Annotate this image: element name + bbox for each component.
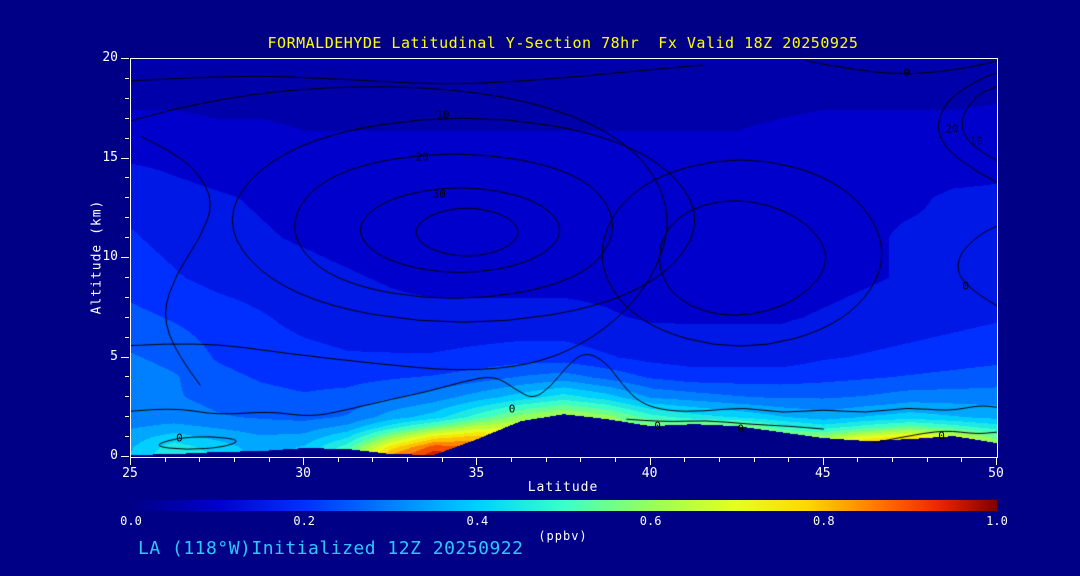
y-tick [121, 456, 129, 457]
y-minor-tick [125, 376, 129, 378]
y-minor-tick [125, 77, 129, 79]
contour-label: 10 [969, 134, 983, 148]
y-tick-label: 20 [102, 50, 118, 65]
x-tick-label: 40 [641, 466, 658, 481]
x-minor-tick [753, 458, 755, 462]
x-minor-tick [372, 458, 374, 462]
colorbar-tick-label: 1.0 [986, 514, 1008, 528]
y-tick [121, 356, 129, 358]
colorbar-tick-label: 0.2 [293, 514, 316, 528]
x-minor-tick [441, 458, 443, 462]
y-minor-tick [125, 197, 129, 199]
x-minor-tick [926, 458, 928, 462]
y-minor-tick [125, 137, 129, 139]
y-tick [121, 257, 129, 258]
x-minor-tick [337, 458, 339, 462]
y-tick-label: 15 [102, 149, 118, 165]
y-tick-label: 0 [110, 448, 118, 463]
x-tick [130, 458, 131, 465]
colorbar-tick-label: 0.4 [466, 514, 489, 528]
plot-area: 10 20 30 -0 20 10 0 0 0 0 0 0 [130, 58, 998, 458]
contour-label: 0 [938, 429, 945, 443]
contour-label: 0 [508, 402, 516, 416]
x-minor-tick [233, 458, 235, 462]
x-tick-label: 35 [468, 466, 485, 481]
y-minor-tick [125, 396, 129, 398]
x-minor-tick [545, 458, 547, 462]
colorbar-label: (ppbv) [538, 529, 588, 543]
y-minor-tick [125, 316, 129, 318]
y-tick-label: 5 [110, 348, 118, 364]
y-tick [121, 157, 129, 159]
x-tick [649, 458, 651, 465]
y-minor-tick [125, 336, 129, 338]
y-minor-tick [125, 276, 129, 278]
colorbar-tick-label: 0.0 [120, 514, 142, 528]
contour-label: 0 [176, 431, 183, 445]
x-minor-tick [892, 458, 894, 462]
y-minor-tick [125, 217, 129, 219]
x-tick [303, 458, 305, 465]
contour-label: 20 [945, 122, 959, 136]
x-tick [822, 458, 824, 465]
contour-label: 10 [436, 108, 450, 122]
x-tick-label: 30 [295, 466, 312, 481]
y-minor-tick [125, 117, 129, 119]
y-minor-tick [125, 296, 129, 298]
colorbar-tick-label: 0.8 [812, 514, 835, 528]
contour-label: -0 [896, 66, 911, 80]
x-tick-label: 50 [988, 466, 1004, 481]
run-info-text: LA (118°W)Initialized 12Z 20250922 [138, 538, 524, 559]
x-minor-tick [580, 458, 582, 462]
contour-label: 20 [415, 150, 429, 163]
x-tick-label: 45 [814, 466, 831, 481]
contour-label: 0 [737, 422, 744, 436]
contour-label: 0 [654, 419, 661, 433]
x-minor-tick [788, 458, 790, 462]
x-minor-tick [614, 458, 616, 462]
x-minor-tick [268, 458, 270, 462]
y-tick-label: 10 [102, 249, 118, 264]
y-tick [121, 58, 129, 59]
x-tick [476, 458, 478, 465]
y-minor-tick [125, 177, 129, 179]
x-axis-label: Latitude [527, 480, 599, 495]
colorbar [131, 500, 997, 511]
contour-label: 30 [432, 187, 446, 201]
x-minor-tick [164, 458, 166, 462]
y-minor-tick [125, 436, 129, 438]
x-tick-label: 25 [122, 466, 138, 481]
x-minor-tick [199, 458, 201, 462]
y-minor-tick [125, 97, 129, 99]
chart-title: FORMALDEHYDE Latitudinal Y-Section 78hr … [267, 34, 859, 52]
x-minor-tick [961, 458, 963, 462]
x-minor-tick [684, 458, 686, 462]
x-tick [996, 458, 997, 465]
contour-label: 0 [962, 279, 970, 293]
x-minor-tick [718, 458, 720, 462]
x-minor-tick [857, 458, 859, 462]
heatmap-canvas [131, 59, 997, 457]
x-minor-tick [407, 458, 409, 462]
y-minor-tick [125, 416, 129, 418]
x-minor-tick [511, 458, 513, 462]
colorbar-tick-label: 0.6 [639, 514, 662, 528]
y-minor-tick [125, 237, 129, 239]
